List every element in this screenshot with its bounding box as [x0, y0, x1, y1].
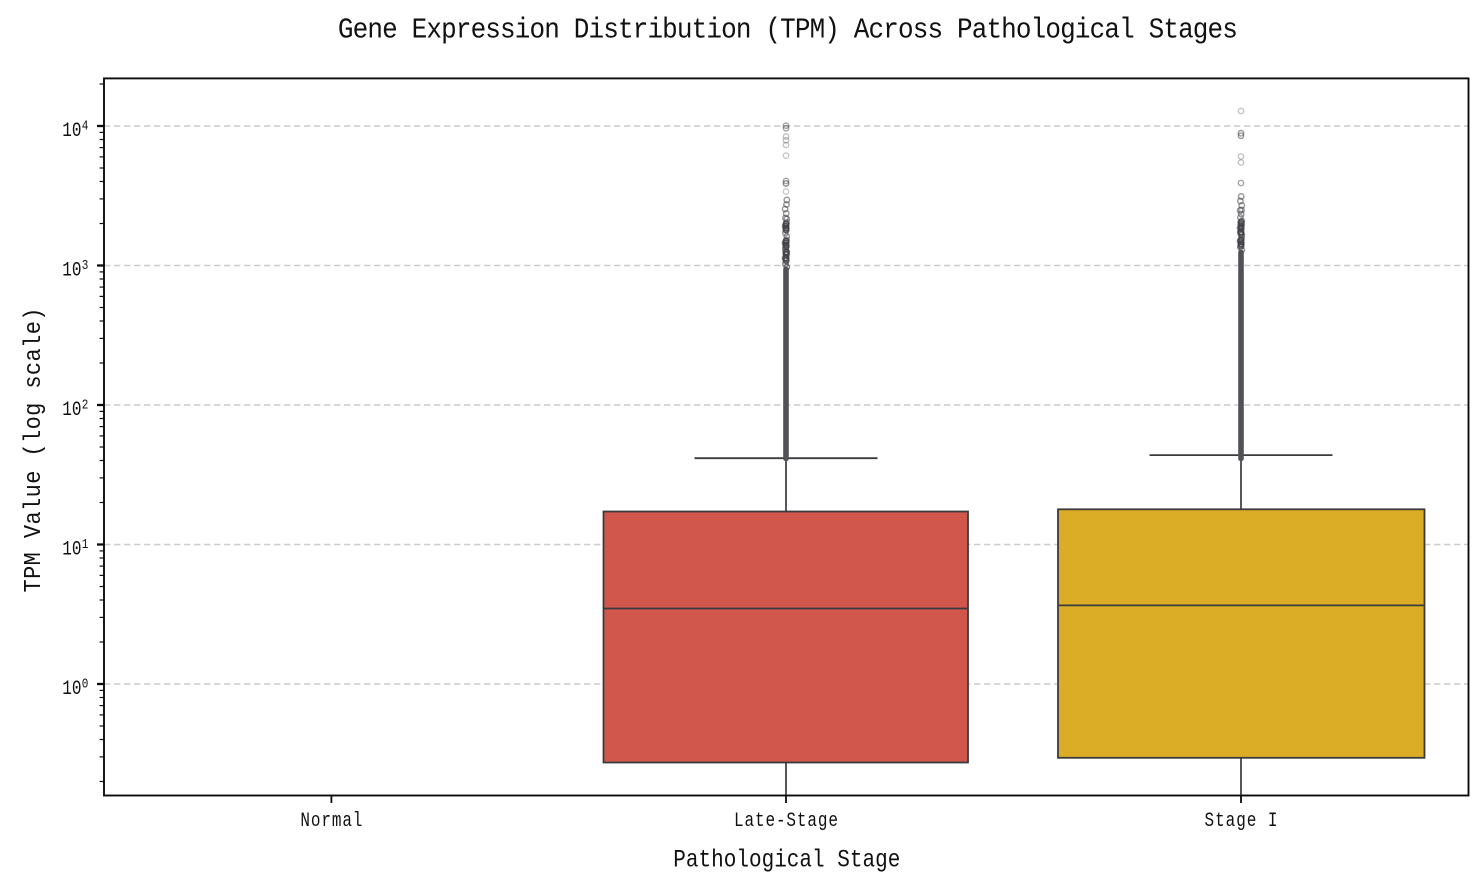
svg-text:1: 1 [82, 537, 89, 553]
svg-text:0: 0 [82, 676, 89, 692]
svg-text:Gene Expression Distribution (: Gene Expression Distribution (TPM) Acros… [338, 15, 1238, 47]
svg-text:3: 3 [82, 258, 89, 274]
svg-text:Normal: Normal [300, 810, 362, 832]
svg-text:4: 4 [82, 118, 89, 134]
svg-text:10: 10 [62, 539, 81, 561]
svg-text:10: 10 [62, 120, 81, 142]
svg-text:2: 2 [82, 397, 89, 413]
svg-text:Late-Stage: Late-Stage [734, 810, 838, 832]
svg-text:10: 10 [62, 260, 81, 282]
svg-text:TPM Value (log scale): TPM Value (log scale) [20, 308, 47, 593]
svg-text:Stage I: Stage I [1205, 810, 1278, 832]
svg-text:10: 10 [62, 399, 81, 421]
svg-text:Pathological Stage: Pathological Stage [673, 846, 900, 874]
svg-text:10: 10 [62, 678, 81, 700]
